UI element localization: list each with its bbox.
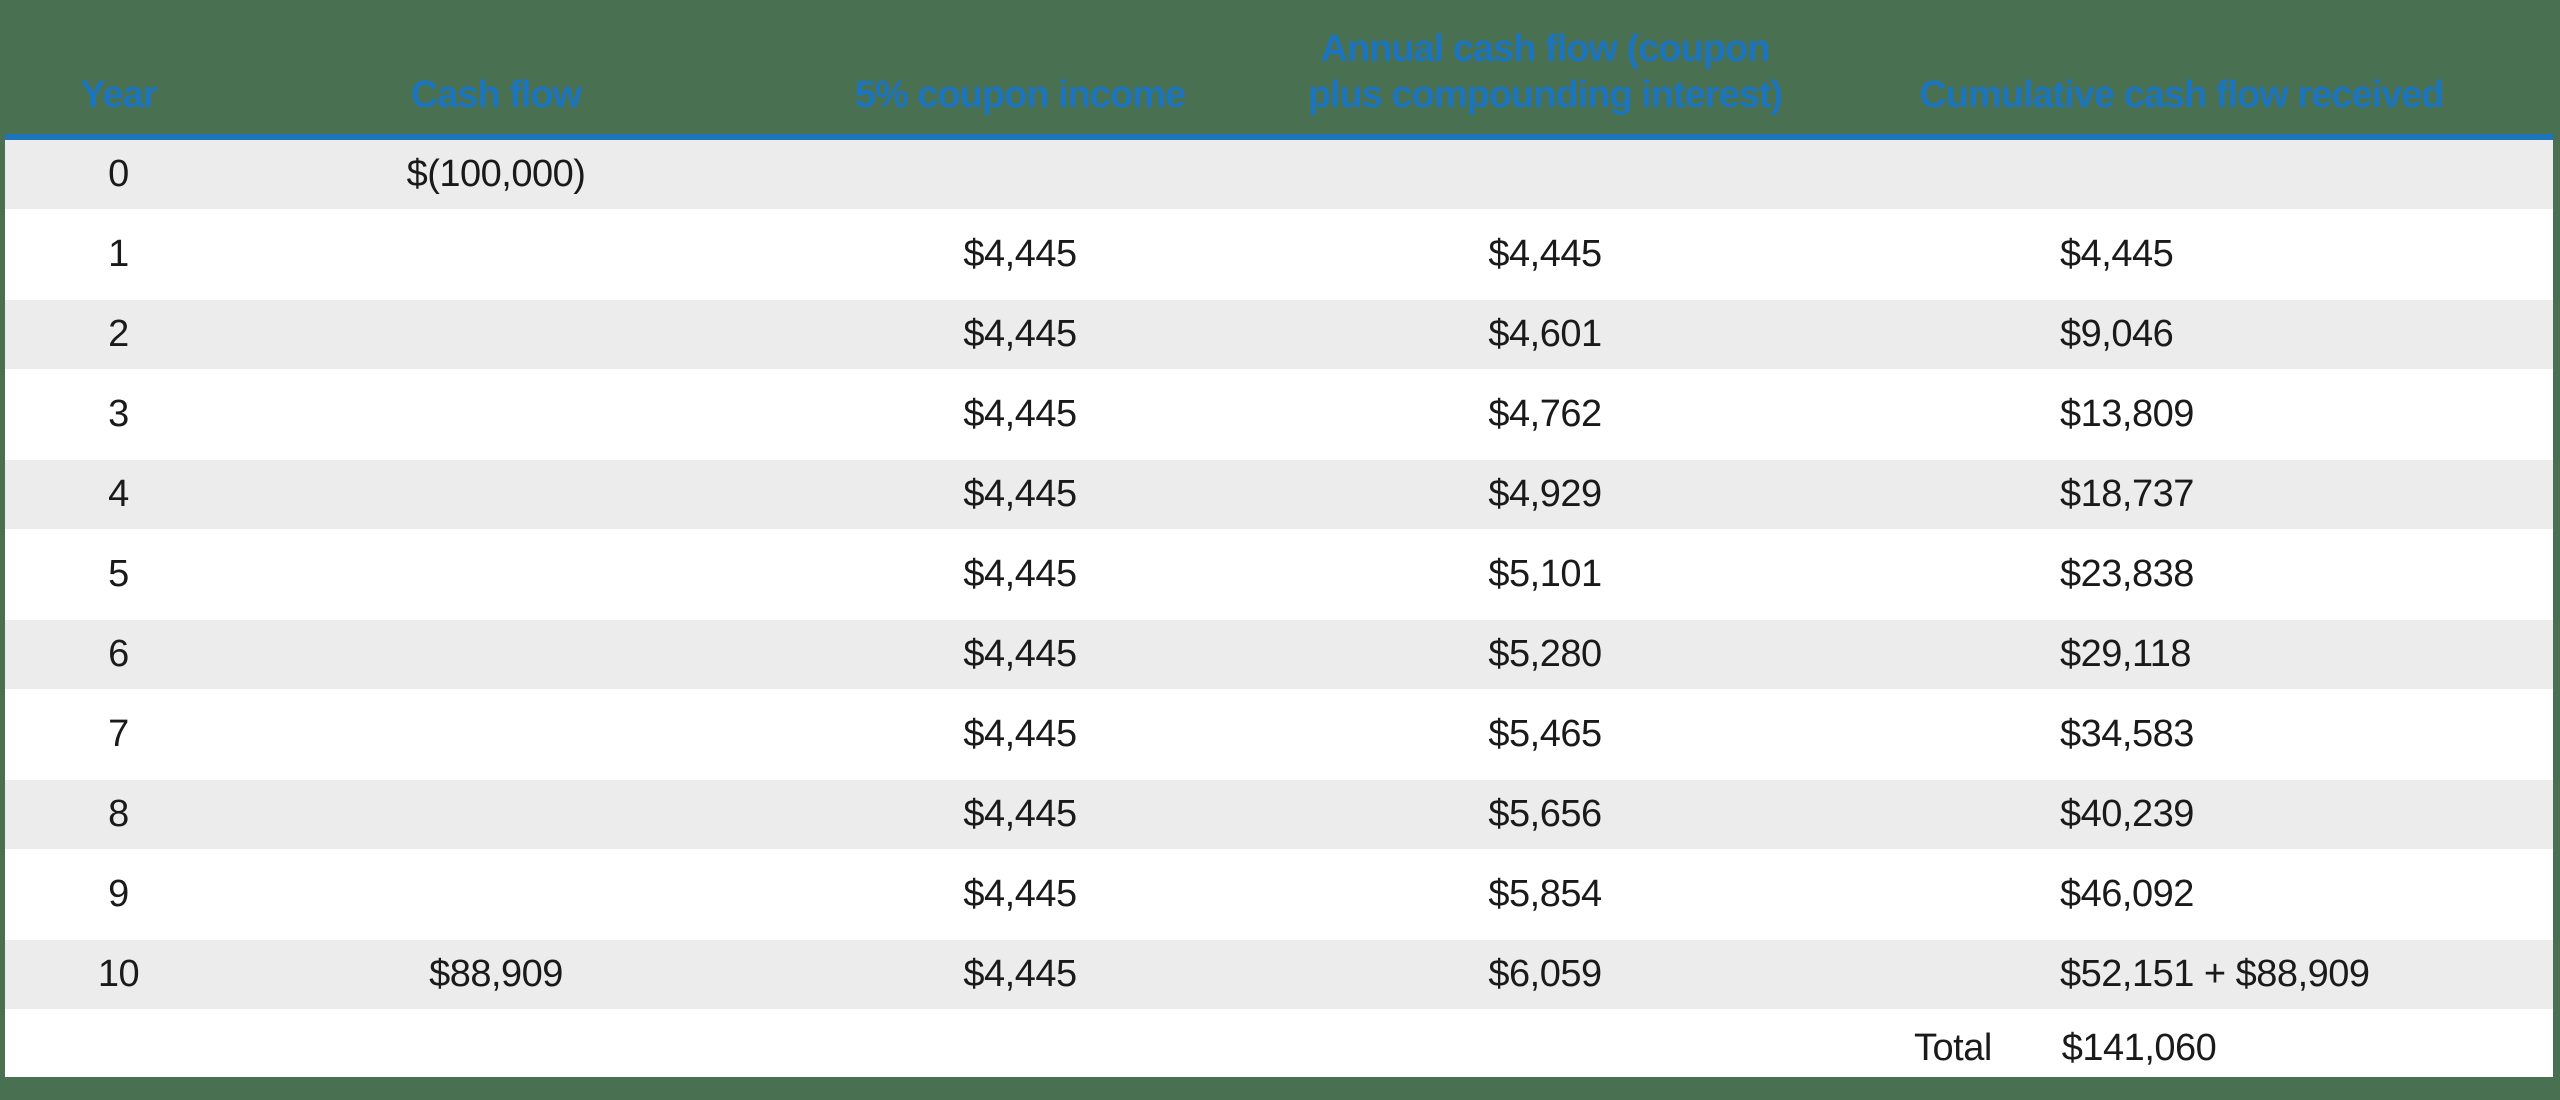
table-row-year-7: 7 $4,445 $5,465 $34,583 <box>5 700 2553 780</box>
table-row-year-3: 3 $4,445 $4,762 $13,809 <box>5 380 2553 460</box>
header-divider-rule <box>5 134 2553 140</box>
table-row-year-10: 10 $88,909 $4,445 $6,059 $52,151 + $88,9… <box>5 940 2553 1020</box>
cell-year: 3 <box>108 393 129 435</box>
cell-coupon: $4,445 <box>963 793 1077 835</box>
table-row-year-5: 5 $4,445 $5,101 $23,838 <box>5 540 2553 620</box>
cell-annual: $4,929 <box>1488 473 1602 515</box>
cell-year: 2 <box>108 313 129 355</box>
column-header-coupon-income: 5% coupon income <box>854 74 1186 116</box>
cell-year: 0 <box>108 153 129 195</box>
cell-cumulative: $52,151 + $88,909 <box>2060 953 2370 995</box>
cell-cumulative: $9,046 <box>2060 313 2174 355</box>
cell-coupon: $4,445 <box>963 553 1077 595</box>
total-cell: Total $141,060 <box>1810 1027 2553 1070</box>
cell-year: 7 <box>108 713 129 755</box>
cell-annual: $6,059 <box>1488 953 1602 995</box>
cell-year: 6 <box>108 633 129 675</box>
cell-cumulative: $18,737 <box>2060 473 2194 515</box>
cell-coupon: $4,445 <box>963 633 1077 675</box>
column-header-cumulative: Cumulative cash flow received <box>1919 74 2444 116</box>
cell-coupon: $4,445 <box>963 393 1077 435</box>
table-body: 0 $(100,000) 1 $4,445 $4,445 $4,445 2 $4… <box>5 140 2553 1077</box>
cell-coupon: $4,445 <box>963 473 1077 515</box>
table-row-year-9: 9 $4,445 $5,854 $46,092 <box>5 860 2553 940</box>
cell-coupon: $4,445 <box>963 233 1077 275</box>
table-row-year-0: 0 $(100,000) <box>5 140 2553 220</box>
cell-year: 8 <box>108 793 129 835</box>
cell-cumulative: $23,838 <box>2060 553 2194 595</box>
cell-annual: $4,601 <box>1488 313 1602 355</box>
cash-flow-table: Year Cash flow 5% coupon income Annual c… <box>5 0 2553 1077</box>
table-header-row: Year Cash flow 5% coupon income Annual c… <box>5 0 2553 134</box>
column-header-year: Year <box>80 74 157 116</box>
cell-year: 9 <box>108 873 129 915</box>
cell-year: 1 <box>108 233 129 275</box>
cell-annual: $5,101 <box>1488 553 1602 595</box>
cell-cumulative: $40,239 <box>2060 793 2194 835</box>
cell-cumulative: $46,092 <box>2060 873 2194 915</box>
cell-cumulative: $29,118 <box>2060 633 2192 675</box>
total-value: $141,060 <box>2061 1027 2217 1069</box>
cell-annual: $5,656 <box>1488 793 1602 835</box>
cell-coupon: $4,445 <box>963 953 1077 995</box>
total-label: Total <box>1914 1027 1992 1069</box>
column-header-annual-line2: plus compounding interest) <box>1307 74 1783 116</box>
cell-cumulative: $34,583 <box>2060 713 2194 755</box>
table-row-year-1: 1 $4,445 $4,445 $4,445 <box>5 220 2553 300</box>
cell-cumulative: $13,809 <box>2060 393 2194 435</box>
cell-cumulative: $4,445 <box>2060 233 2174 275</box>
column-header-cash-flow: Cash flow <box>410 74 582 116</box>
table-row-total: Total $141,060 <box>5 1020 2553 1077</box>
cell-annual: $4,445 <box>1488 233 1602 275</box>
table-row-year-8: 8 $4,445 $5,656 $40,239 <box>5 780 2553 860</box>
cell-year: 10 <box>97 953 140 995</box>
cell-cash-flow: $(100,000) <box>406 153 586 195</box>
cell-annual: $4,762 <box>1488 393 1602 435</box>
cell-coupon: $4,445 <box>963 313 1077 355</box>
cell-coupon: $4,445 <box>963 873 1077 915</box>
cell-annual: $5,280 <box>1488 633 1602 675</box>
table-row-year-2: 2 $4,445 $4,601 $9,046 <box>5 300 2553 380</box>
cell-annual: $5,465 <box>1488 713 1602 755</box>
column-header-annual-cash-flow: Annual cash flow (coupon plus compoundin… <box>1280 26 1810 118</box>
table-row-year-6: 6 $4,445 $5,280 $29,118 <box>5 620 2553 700</box>
cell-annual: $5,854 <box>1488 873 1602 915</box>
cell-year: 5 <box>108 553 129 595</box>
cell-cash-flow: $88,909 <box>429 953 563 995</box>
cell-coupon: $4,445 <box>963 713 1077 755</box>
column-header-annual-line1: Annual cash flow (coupon <box>1320 28 1771 70</box>
table-row-year-4: 4 $4,445 $4,929 $18,737 <box>5 460 2553 540</box>
cell-year: 4 <box>108 473 129 515</box>
